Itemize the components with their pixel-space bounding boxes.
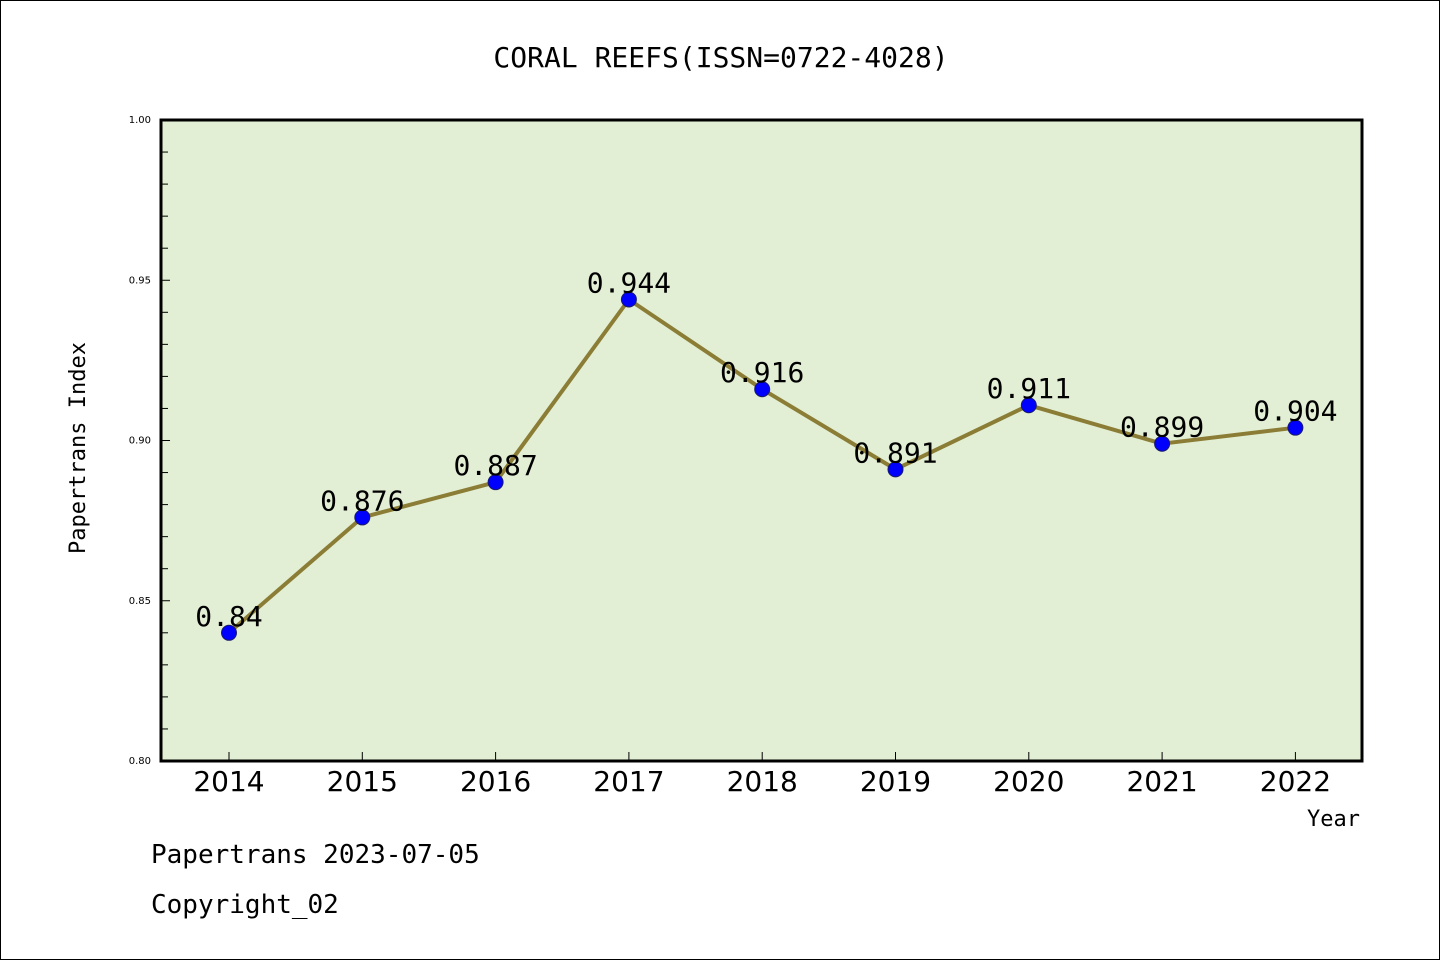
x-tick-label: 2015 <box>327 765 398 798</box>
data-point-marker <box>221 624 237 641</box>
data-label: 0.84 <box>195 600 262 633</box>
data-label: 0.911 <box>987 372 1071 405</box>
y-tick-label: 0.80 <box>129 756 151 767</box>
x-tick-label: 2014 <box>193 765 264 798</box>
y-tick-label: 0.85 <box>129 596 151 607</box>
data-label: 0.904 <box>1253 395 1337 428</box>
data-point-marker <box>1287 419 1304 436</box>
x-tick-label: 2020 <box>993 765 1064 798</box>
data-label: 0.916 <box>720 356 804 389</box>
data-point-marker <box>1020 397 1037 414</box>
x-tick-label: 2018 <box>727 765 798 798</box>
y-tick-label: 0.90 <box>129 436 151 447</box>
series-line-group <box>221 291 1304 641</box>
y-axis-label: Papertrans Index <box>66 342 91 554</box>
footer-copyright: Copyright_02 <box>151 890 339 920</box>
x-tick-label: 2019 <box>860 765 931 798</box>
y-tick-label: 0.95 <box>129 275 151 286</box>
data-label: 0.876 <box>320 484 404 517</box>
x-tick-label: 2016 <box>460 765 531 798</box>
data-label-group: 0.84 0.876 0.887 0.944 0.916 0.891 0.911 0.899 0… <box>195 266 1337 632</box>
x-axis: 2014 2015 2016 2017 2018 2019 2020 2021 2022 <box>193 752 1331 798</box>
data-point-marker <box>354 509 371 526</box>
y-tick-label: 1.00 <box>129 115 151 126</box>
x-tick-label: 2021 <box>1126 765 1197 798</box>
chart-title: CORAL REEFS(ISSN=0722-4028) <box>493 41 948 74</box>
data-label: 0.891 <box>853 436 937 469</box>
data-point-marker <box>754 381 771 398</box>
data-label: 0.887 <box>453 449 537 482</box>
data-point-marker <box>487 474 504 491</box>
x-tick-label: 2022 <box>1260 765 1331 798</box>
data-label: 0.899 <box>1120 411 1204 444</box>
x-tick-label: 2017 <box>593 765 664 798</box>
data-point-marker <box>1154 435 1171 452</box>
data-label: 0.944 <box>587 266 671 299</box>
footer-date: Papertrans 2023-07-05 <box>151 840 480 870</box>
data-point-marker <box>620 291 637 308</box>
data-point-marker <box>887 461 904 478</box>
x-axis-label: Year <box>1307 807 1360 832</box>
y-axis: 0.80 0.85 0.90 0.95 1.00 <box>129 115 170 767</box>
